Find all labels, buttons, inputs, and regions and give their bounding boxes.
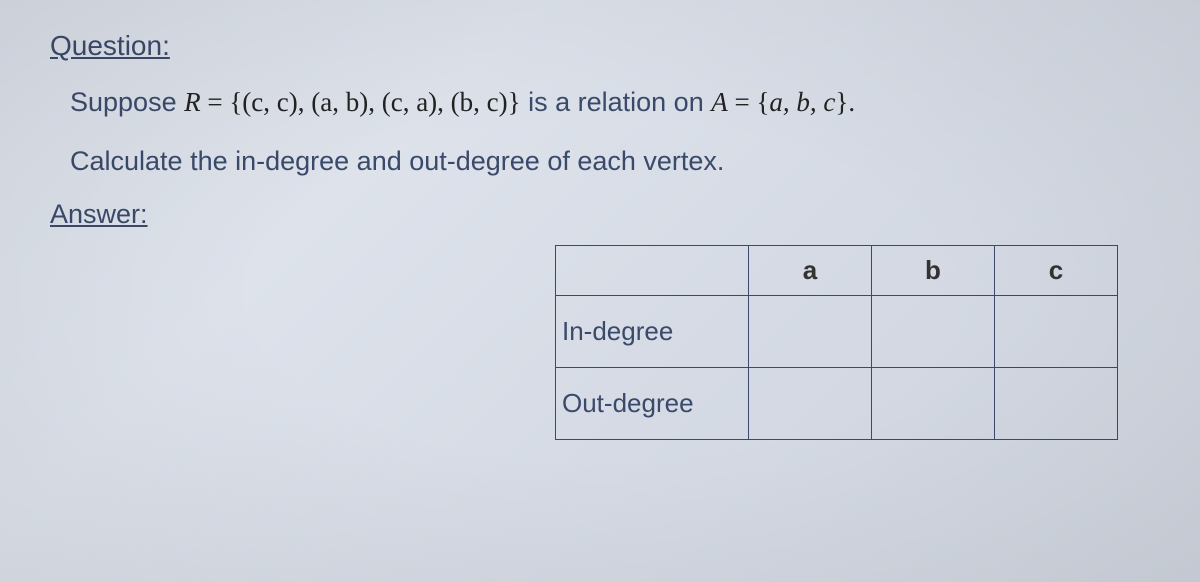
row-label-outdegree: Out-degree [556,368,749,440]
cell-outdegree-c [995,368,1118,440]
math-setopen1: { [229,87,242,117]
col-header-a: a [749,246,872,296]
table-header-row: a b c [556,246,1118,296]
col-header-c: c [995,246,1118,296]
text-is-relation: is a relation on [521,87,712,117]
row-label-indegree: In-degree [556,296,749,368]
question-line-1: Suppose R = {(c, c), (a, b), (c, a), (b,… [50,82,1150,123]
math-eq2: = [728,87,757,117]
col-header-b: b [872,246,995,296]
question-label: Question: [50,30,1150,62]
math-setclose1: } [508,87,521,117]
text-suppose: Suppose [70,87,184,117]
table-row: In-degree [556,296,1118,368]
table-row: Out-degree [556,368,1118,440]
question-line-2: Calculate the in-degree and out-degree o… [50,141,1150,182]
math-setclose2: } [835,87,848,117]
math-period: . [848,87,855,117]
math-A: A [711,87,728,117]
cell-indegree-c [995,296,1118,368]
document-body: Question: Suppose R = {(c, c), (a, b), (… [0,0,1200,230]
cell-indegree-b [872,296,995,368]
cell-outdegree-a [749,368,872,440]
degree-table: a b c In-degree Out-degree [555,245,1118,440]
cell-outdegree-b [872,368,995,440]
degree-table-wrap: a b c In-degree Out-degree [555,245,1118,440]
table-corner-cell [556,246,749,296]
answer-label: Answer: [50,199,1150,230]
math-R: R [184,87,201,117]
cell-indegree-a [749,296,872,368]
math-elems: a, b, c [769,87,835,117]
math-setopen2: { [756,87,769,117]
math-pairs: (c, c), (a, b), (c, a), (b, c) [242,87,507,117]
math-eq1: = [201,87,230,117]
